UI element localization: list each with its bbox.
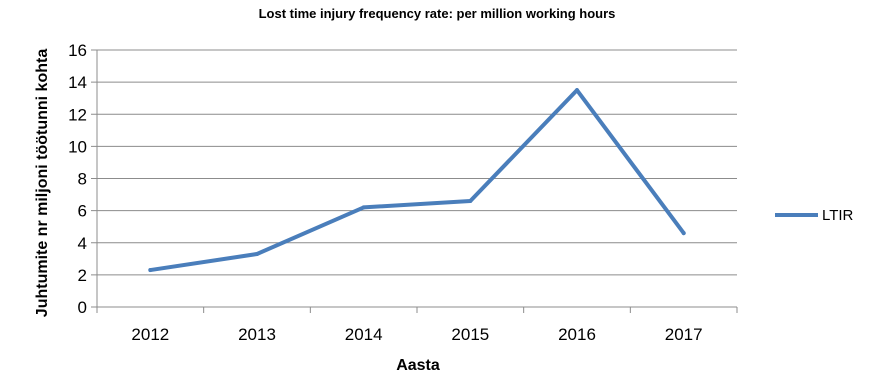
y-tick-label: 16: [68, 41, 87, 60]
legend: LTIR: [775, 207, 854, 224]
x-tick-label: 2017: [665, 325, 703, 344]
y-tick-label: 6: [78, 202, 87, 221]
y-tick-label: 0: [78, 298, 87, 317]
data-point: [361, 205, 366, 210]
y-tick-label: 10: [68, 137, 87, 156]
x-tick-label: 2016: [558, 325, 596, 344]
x-tick-label: 2014: [345, 325, 383, 344]
y-tick-label: 4: [78, 234, 87, 253]
y-axis-title: Juhtumite nr miljoni töötunni kohta: [34, 49, 51, 318]
data-point: [681, 231, 686, 236]
x-axis-title: Aasta: [396, 357, 440, 374]
y-tick-label: 8: [78, 170, 87, 189]
chart-title: Lost time injury frequency rate: per mil…: [259, 6, 616, 21]
x-tick-label: 2013: [238, 325, 276, 344]
legend-label: LTIR: [822, 207, 854, 224]
x-tick-label: 2015: [451, 325, 489, 344]
y-tick-label: 14: [68, 73, 87, 92]
series-line-ltir: [148, 88, 686, 273]
y-tick-label: 2: [78, 266, 87, 285]
x-tick-label: 2012: [131, 325, 169, 344]
x-tick-labels: 2012 2013 2014 2015 2016 2017: [131, 325, 702, 344]
data-point: [575, 88, 579, 93]
data-point: [468, 198, 473, 203]
axes: [91, 49, 738, 313]
y-tick-labels: 0 2 4 6 8 10 12 14 16: [68, 41, 87, 317]
data-point: [148, 268, 153, 273]
y-tick-label: 12: [68, 105, 87, 124]
data-point: [255, 251, 259, 256]
series-lines: [148, 88, 686, 273]
gridlines: [97, 49, 737, 276]
